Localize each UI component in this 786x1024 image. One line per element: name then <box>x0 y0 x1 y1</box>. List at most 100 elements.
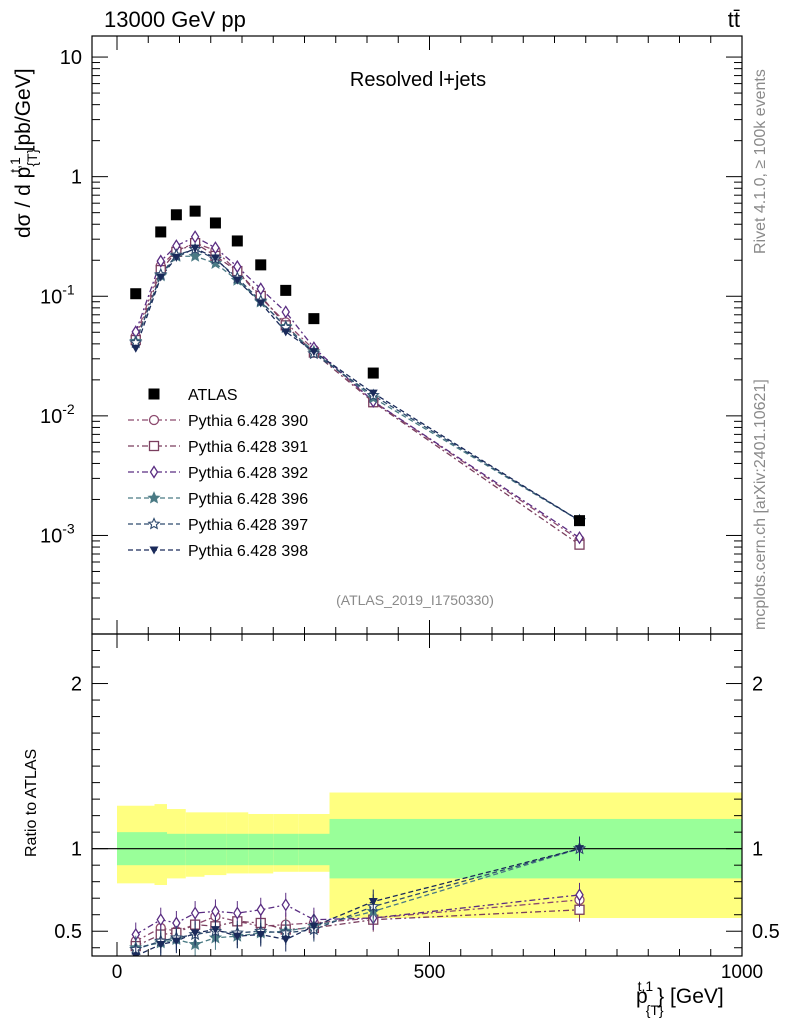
ratio-point-5 <box>156 940 166 949</box>
legend-marker-5 <box>149 546 159 555</box>
legend-marker-0 <box>148 414 160 426</box>
ratio-point-5 <box>210 926 220 935</box>
series-point-5 <box>256 299 266 308</box>
analysis-tag: (ATLAS_2019_I1750330) <box>336 592 494 608</box>
series-point-5 <box>232 276 242 285</box>
data-point <box>155 226 167 238</box>
x-tick-label: 500 <box>414 962 446 983</box>
ratio-point-5 <box>256 931 266 940</box>
series-point-5 <box>368 389 378 398</box>
stat-uncertainty-band <box>167 833 186 866</box>
legend-marker-data <box>148 388 160 400</box>
series-point-2 <box>575 531 584 545</box>
data-point <box>255 259 267 271</box>
series-point-3 <box>208 256 223 269</box>
svg-text:dσ / d p{T}t,1 [pb/GeV]: dσ / d p{T}t,1 [pb/GeV] <box>7 68 40 238</box>
header-left-title: 13000 GeV pp <box>104 7 246 32</box>
ratio-point-2 <box>575 888 584 902</box>
ratio-tick-label-right: 1 <box>752 839 763 861</box>
ratio-point-5 <box>171 937 181 946</box>
stat-uncertainty-band <box>185 833 205 866</box>
rivet-version-label: Rivet 4.1.0, ≥ 100k events <box>752 69 769 254</box>
legend: ATLAS Pythia 6.428 390 Pythia 6.428 391 Pyt… <box>128 387 308 560</box>
ratio-point-5 <box>575 845 584 854</box>
ratio-tick-label-left: 1 <box>71 839 82 861</box>
y-tick-label: 10-3 <box>40 520 75 547</box>
series-point-5 <box>171 253 181 262</box>
legend-label-data: ATLAS <box>188 387 238 404</box>
ratio-point-2 <box>233 906 242 920</box>
series-point-5 <box>210 254 220 263</box>
chart-title: Resolved l+jets <box>350 69 486 91</box>
data-point <box>130 288 142 300</box>
data-point <box>280 284 292 296</box>
ratio-point-5 <box>190 929 200 938</box>
data-point <box>209 217 221 229</box>
ratio-panel-frame <box>91 633 743 957</box>
stat-uncertainty-band <box>204 833 227 866</box>
ratio-point-2 <box>156 912 166 927</box>
series-point-5 <box>190 244 200 253</box>
y-tick-label: 10-1 <box>40 281 75 308</box>
data-point <box>189 205 201 217</box>
ratio-point-5 <box>131 952 141 956</box>
series-line-5 <box>135 247 580 522</box>
ratio-tick-label-right: 0.5 <box>752 921 780 943</box>
main-points <box>129 205 587 550</box>
svg-text:p{T}t,1} [GeV]: p {T}t,1} [GeV] <box>636 978 724 1018</box>
ratio-point-5 <box>232 932 242 941</box>
series-point-2 <box>190 230 200 244</box>
ratio-tick-label-left: 2 <box>71 674 82 696</box>
legend-label-1: Pythia 6.428 391 <box>188 439 308 456</box>
legend-label-2: Pythia 6.428 392 <box>188 465 308 482</box>
legend-marker-4 <box>147 517 161 530</box>
ratio-points <box>129 836 587 956</box>
series-point-5 <box>309 348 319 357</box>
legend-marker-1 <box>148 440 160 452</box>
y-axis-title: dσ / d p{T}t,1 [pb/GeV] <box>7 68 40 238</box>
legend-label-5: Pythia 6.428 398 <box>188 543 308 560</box>
ratio-line-4 <box>135 848 580 951</box>
series-point-5 <box>281 328 291 337</box>
y-tick-label: 1 <box>71 167 82 189</box>
ratio-point-2 <box>256 903 266 917</box>
ratio-tick-label-right: 2 <box>752 674 763 696</box>
data-point <box>170 209 182 221</box>
ratio-point-2 <box>190 906 200 920</box>
stat-uncertainty-band <box>248 833 274 866</box>
legend-marker-3 <box>147 491 161 504</box>
stat-uncertainty-band <box>273 833 299 866</box>
ratio-point-2 <box>281 898 291 912</box>
data-point <box>308 313 320 325</box>
y-tick-label: 10-2 <box>40 401 75 428</box>
ratio-point-5 <box>281 935 291 944</box>
series-point-2 <box>281 305 291 319</box>
legend-label-4: Pythia 6.428 397 <box>188 517 308 534</box>
series-point-5 <box>131 344 141 353</box>
legend-marker-2 <box>149 465 159 479</box>
uncertainty-bands <box>92 792 742 919</box>
x-tick-label: 1000 <box>721 962 763 983</box>
stat-uncertainty-band <box>226 833 249 866</box>
ratio-tick-label-left: 0.5 <box>54 921 82 943</box>
data-point <box>231 235 243 247</box>
stat-uncertainty-band <box>298 833 330 866</box>
axes <box>92 36 743 956</box>
legend-label-3: Pythia 6.428 396 <box>188 491 308 508</box>
ratio-point-2 <box>211 904 220 919</box>
ratio-line-1 <box>135 909 580 947</box>
legend-label-0: Pythia 6.428 390 <box>188 413 308 430</box>
mcplots-source-label: mcplots.cern.ch [arXiv:2401.10621] <box>752 379 769 630</box>
y-tick-label: 10 <box>60 47 82 69</box>
data-point <box>367 367 379 379</box>
x-axis-title: p {T}t,1} [GeV] <box>636 978 724 1018</box>
ratio-point-5 <box>309 922 319 931</box>
series-point-2 <box>156 254 166 268</box>
data-point <box>574 515 585 527</box>
series-point-5 <box>156 273 166 282</box>
x-tick-label: 0 <box>112 962 123 983</box>
ratio-point-5 <box>368 898 378 907</box>
header-right-title: tt̄ <box>728 7 740 32</box>
ratio-axis-title: Ratio to ATLAS <box>23 749 40 857</box>
